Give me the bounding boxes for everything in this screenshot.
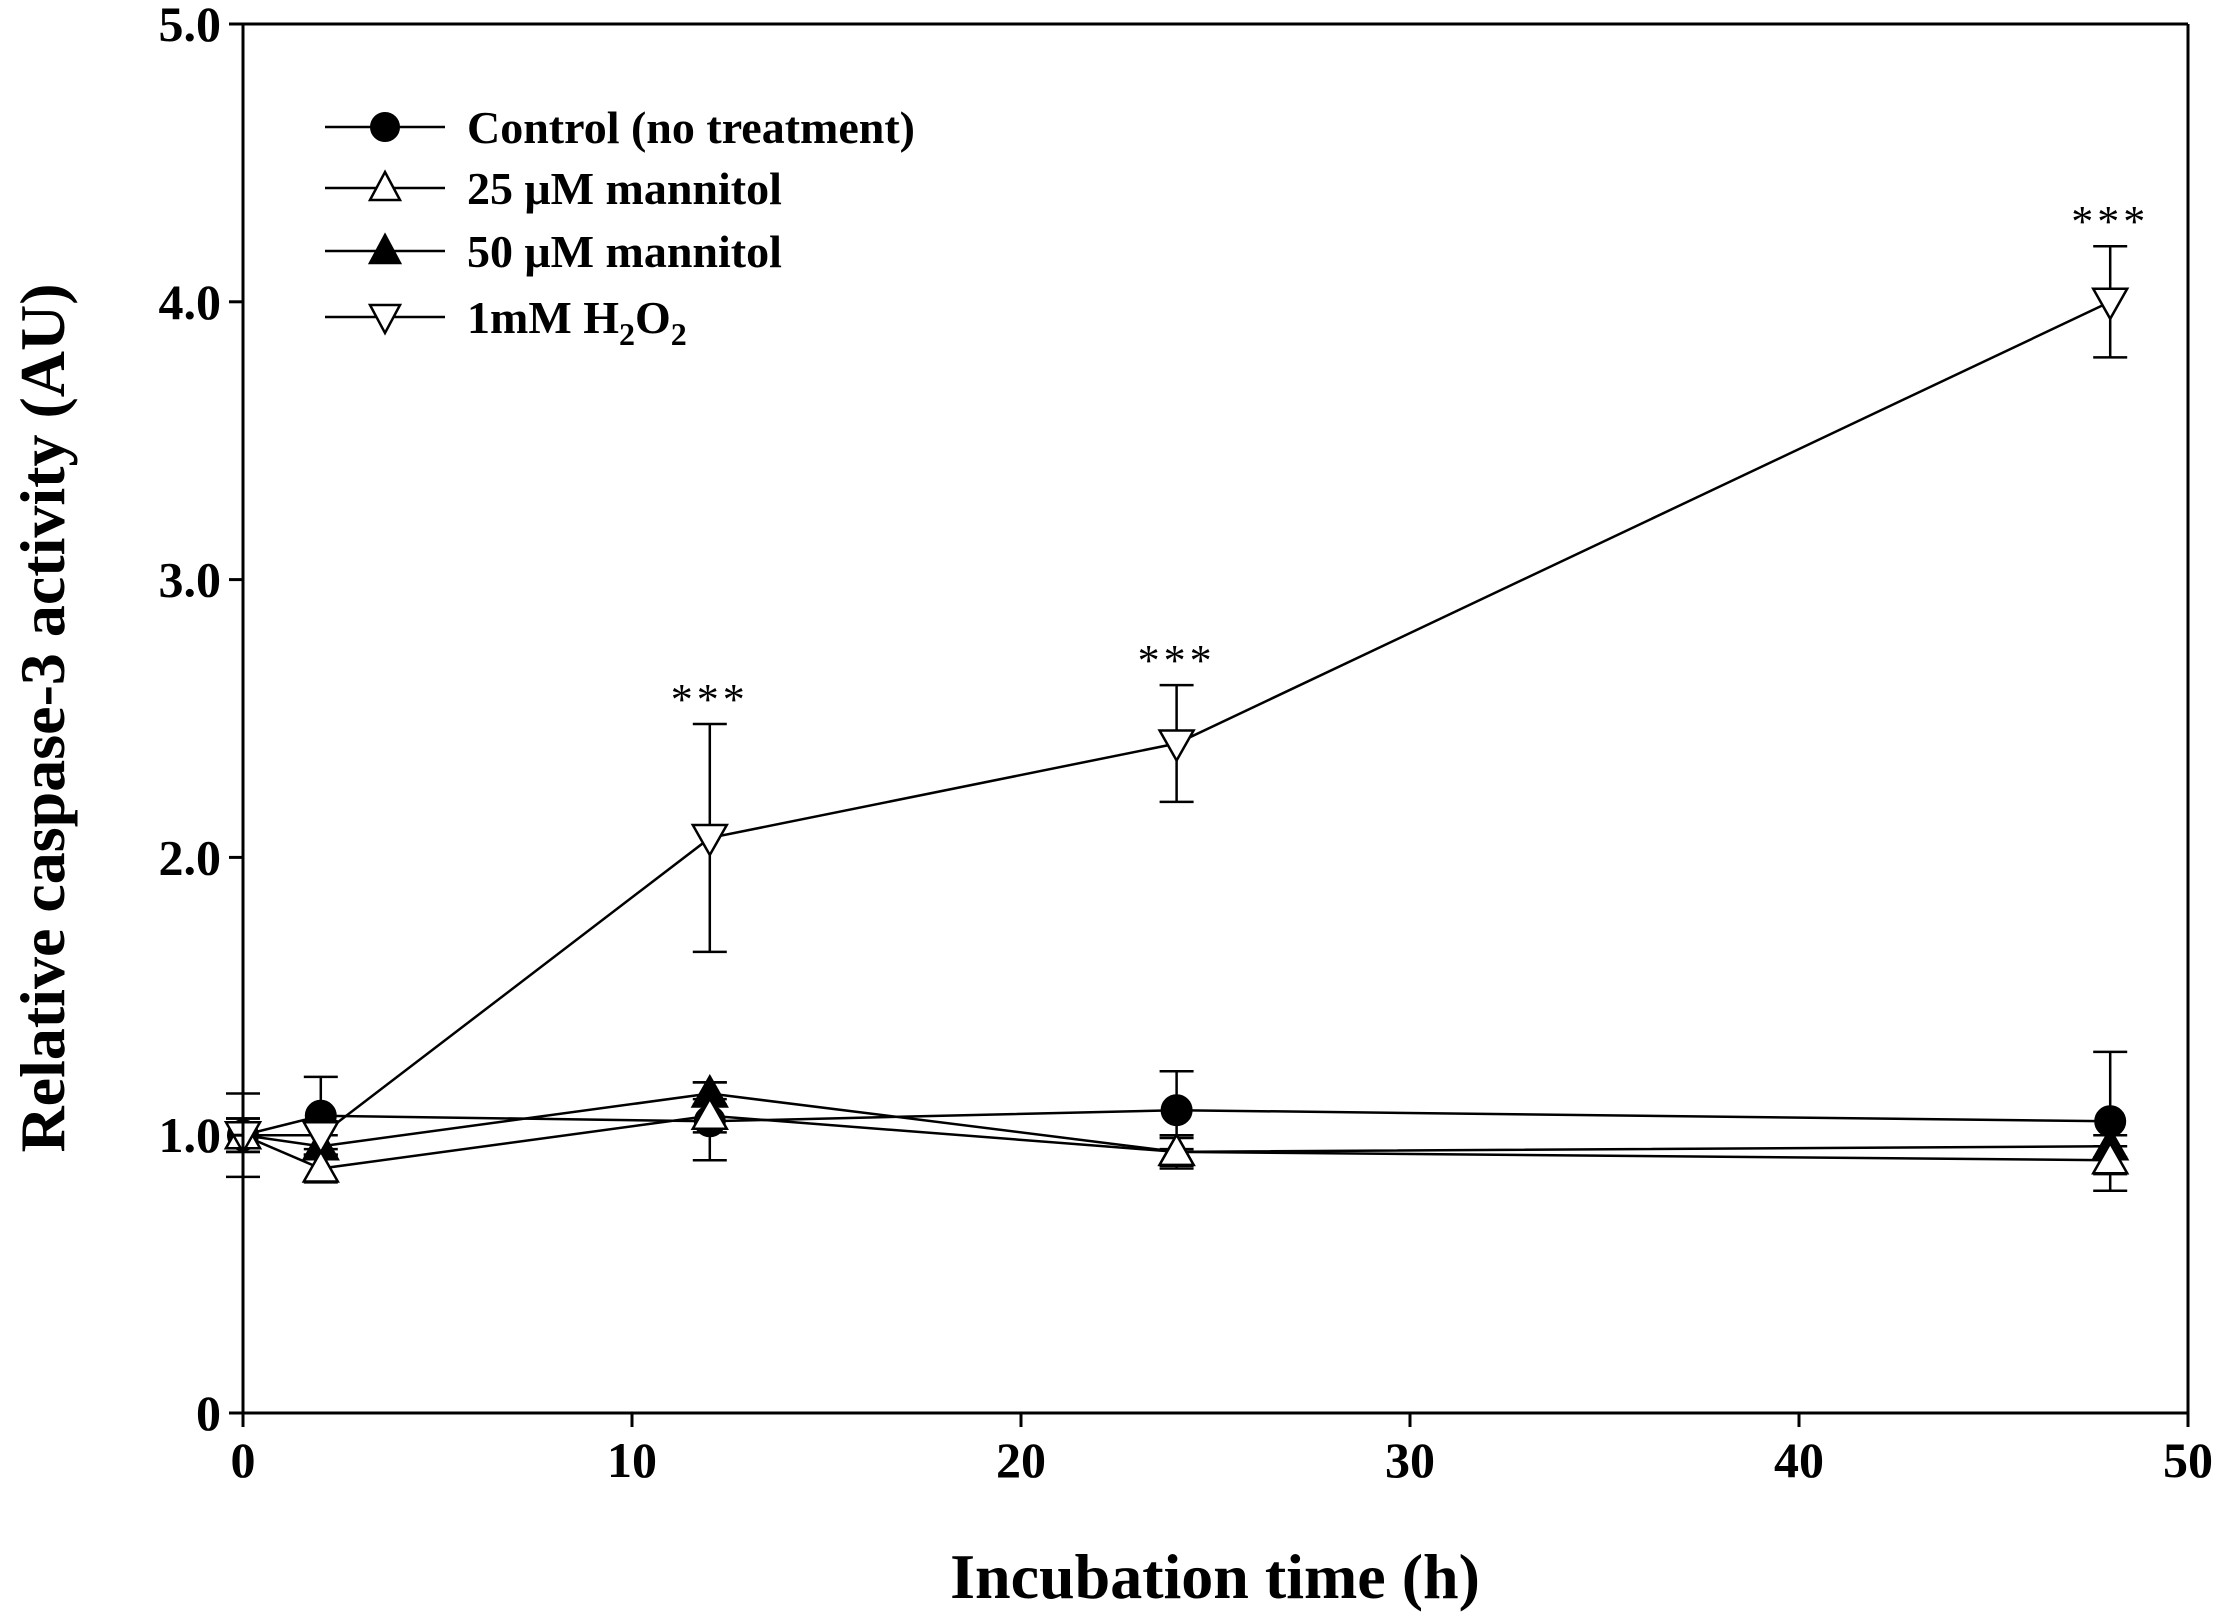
legend-label-h2o2-sub1: 2 (619, 316, 635, 352)
marker-s0-p3 (1160, 1094, 1193, 1127)
legend-marker-control (370, 112, 400, 142)
marker-s3-p4 (2091, 287, 2130, 322)
legend-marker-25um (367, 169, 403, 202)
x-axis-title: Incubation time (h) (950, 1541, 1480, 1612)
marker-s3-p2 (690, 823, 729, 858)
y-tick-label-2: 2.0 (159, 829, 222, 885)
y-tick-label-0: 0 (196, 1385, 221, 1441)
marker-s1-p2 (690, 1096, 729, 1131)
legend-label-h2o2-mid: O (635, 292, 671, 343)
y-tick-label-3: 3.0 (159, 552, 222, 608)
y-tick-label-5: 5.0 (159, 0, 222, 52)
marker-s3-p3 (1157, 729, 1196, 764)
x-tick-label-50: 50 (2163, 1432, 2213, 1488)
legend-label-25um: 25 μM mannitol (467, 163, 782, 214)
x-ticks: 0 10 20 30 40 50 (231, 1413, 2213, 1488)
y-ticks: 0 1.0 2.0 3.0 4.0 5.0 (159, 0, 243, 1441)
x-tick-label-20: 20 (996, 1432, 1046, 1488)
legend-entry-h2o2: 1mM H2O2 (325, 292, 687, 352)
legend-entry-25um: 25 μM mannitol (325, 163, 782, 214)
y-axis-title: Relative caspase-3 activity (AU) (7, 283, 78, 1152)
y-tick-label-4: 4.0 (159, 274, 222, 330)
legend: Control (no treatment) 25 μM mannitol 50… (325, 102, 915, 352)
significance-annotation-2: *** (2071, 197, 2149, 246)
legend-label-h2o2-base: 1mM H (467, 292, 619, 343)
x-tick-label-10: 10 (607, 1432, 657, 1488)
significance-annotation-1: *** (1138, 636, 1216, 685)
legend-marker-h2o2 (367, 303, 403, 336)
legend-label-control: Control (no treatment) (467, 102, 915, 153)
legend-entry-control: Control (no treatment) (325, 102, 915, 153)
legend-label-50um: 50 μM mannitol (467, 226, 782, 277)
x-tick-label-40: 40 (1774, 1432, 1824, 1488)
legend-marker-50um (367, 232, 403, 265)
significance-annotation-0: *** (671, 675, 749, 724)
marker-s3-p1 (301, 1120, 340, 1155)
legend-label-h2o2: 1mM H2O2 (467, 292, 687, 352)
plot-area: *** *** *** (223, 197, 2149, 1193)
marker-s1-p1 (301, 1149, 340, 1183)
legend-label-h2o2-sub2: 2 (671, 316, 687, 352)
y-tick-label-1: 1.0 (159, 1107, 222, 1163)
x-tick-label-0: 0 (231, 1432, 256, 1488)
marker-s1-p4 (2091, 1140, 2130, 1175)
marker-s1-p3 (1157, 1132, 1196, 1167)
legend-entry-50um: 50 μM mannitol (325, 226, 782, 277)
x-tick-label-30: 30 (1385, 1432, 1435, 1488)
